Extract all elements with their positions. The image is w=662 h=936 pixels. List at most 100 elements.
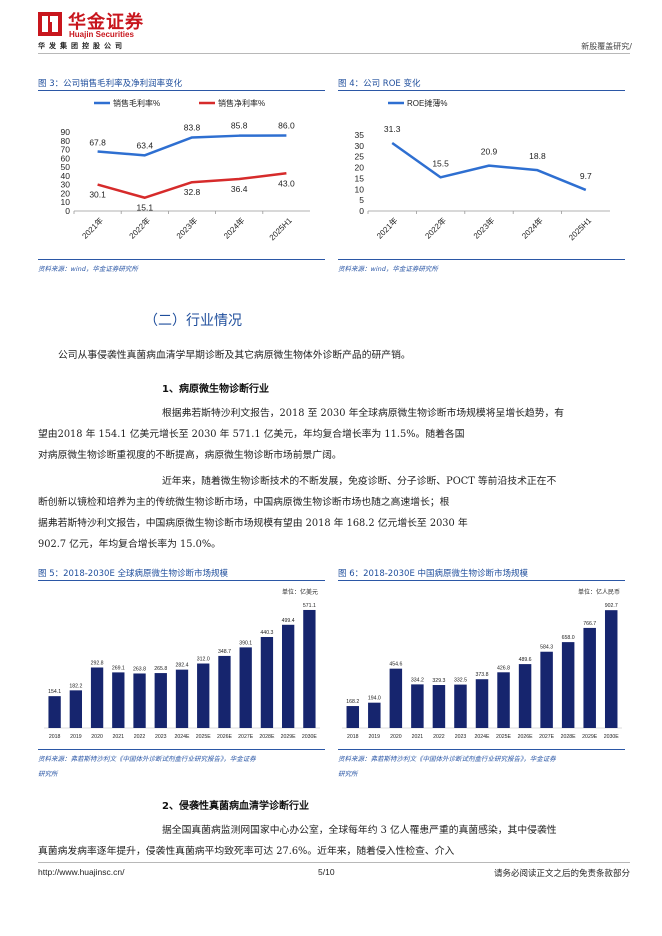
fig4-bottom-rule [338,259,625,260]
y-tick-label: 50 [61,162,71,172]
bar [154,673,167,728]
bar [475,679,489,728]
y-tick-label: 40 [61,171,71,181]
bar-value-label: 282.4 [176,663,189,669]
bar [69,690,83,728]
data-label: 63.4 [137,140,154,150]
fig4-title: 图 4：公司 ROE 变化 [338,79,421,89]
fig3-title: 图 3：公司销售毛利率及净利润率变化 [38,79,183,89]
y-tick-label: 10 [355,184,365,194]
x-tick-label: 2024年 [221,215,246,240]
fig6-chart: 单位：亿人民币 168.2 2018 194.0 2019 454.6 2020 334.2 2… [342,588,622,740]
x-tick-label: 2021年 [80,215,105,240]
x-tick-label: 2030E [604,734,620,740]
bar [454,684,467,728]
x-tick-label: 2019 [70,734,82,740]
bar-value-label: 154.1 [48,689,61,695]
x-tick-label: 2026E [217,734,233,740]
legend-label: ROE摊薄% [407,98,447,108]
footer-url[interactable]: http://www.huajinsc.cn/ [38,867,125,877]
bar [112,672,125,728]
subheading-2: 2、侵袭性真菌病血清学诊断行业 [162,801,309,812]
x-tick-label: 2024E [474,734,490,740]
fig6-title: 图 6：2018-2030E 中国病原微生物诊断市场规模 [338,569,529,579]
x-tick-label: 2021 [113,734,125,740]
brand-group: 华发集团控股公司 [38,42,126,50]
x-tick-label: 2025E [496,734,512,740]
x-tick-label: 2022年 [423,215,448,240]
x-tick-label: 2019 [369,734,381,740]
paragraph-fungal: 据全国真菌病监测网国家中心办公室，全球每年约 3 亿人罹患严重的真菌感染，其中侵… [38,825,557,857]
huajin-logo-icon [38,12,62,36]
fig5-title: 图 5：2018-2030E 全球病原微生物诊断市场规模 [38,569,229,579]
y-tick-label: 35 [355,130,365,140]
data-label: 67.8 [89,137,106,147]
fig5-bottom-rule [38,749,325,750]
data-label: 15.1 [137,203,154,213]
data-label: 15.5 [432,158,449,168]
bar [48,696,61,728]
brand-name-en: Huajin Securities [69,30,134,39]
x-tick-label: 2025H1 [268,216,295,243]
bar-value-label: 348.7 [218,649,231,655]
legend-label: 销售毛利率% [113,98,160,108]
x-tick-label: 2022年 [127,215,152,240]
bar [411,684,424,728]
y-tick-label: 60 [61,153,71,163]
bar-value-label: 499.4 [282,618,295,624]
data-label: 43.0 [278,178,295,188]
x-tick-label: 2027E [238,734,254,740]
paragraph-global-market: 根据弗若斯特沙利文报告，2018 至 2030 年全球病原微生物诊断市场规模将呈… [38,408,565,461]
bar-value-label: 489.6 [519,657,532,663]
y-tick-label: 5 [359,195,364,205]
data-label: 86.0 [278,121,295,131]
x-tick-label: 2022 [134,734,146,740]
x-tick-label: 2020 [91,734,103,740]
data-label: 30.1 [89,190,106,200]
x-tick-label: 2028E [259,734,275,740]
data-label: 83.8 [184,122,201,132]
paragraph-china-market: 近年来，随着微生物诊断技术的不断发展，免疫诊断、分子诊断、POCT 等前沿技术正… [38,476,557,550]
fig6-rule [338,580,625,581]
bar-value-label: 902.7 [605,603,618,609]
x-tick-label: 2024年 [520,215,545,240]
bar [604,610,618,728]
x-tick-label: 2018 [49,734,61,740]
bar [218,655,231,728]
x-tick-label: 2029E [582,734,598,740]
x-tick-label: 2026E [518,734,534,740]
bar-value-label: 332.5 [454,678,467,684]
bar [346,706,360,728]
x-tick-label: 2025E [196,734,212,740]
fig5-rule [38,580,325,581]
bar-value-label: 269.1 [112,665,125,671]
x-tick-label: 2022 [433,734,445,740]
fig5-chart: 单位：亿美元 154.1 2018 182.2 2019 292.8 2020 269.1 20… [44,588,320,740]
fig4-source: 资料来源：wind，华金证券研究所 [338,265,438,273]
bar [540,651,553,728]
bar-value-label: 658.0 [562,635,575,641]
page-header: 华金证券 Huajin Securities 华发集团控股公司 新股覆盖研究/ [0,0,662,58]
fig3-rule [38,90,325,91]
bar [432,685,446,728]
bar [583,627,596,728]
fig4-rule [338,90,625,91]
data-label: 9.7 [580,171,592,181]
data-label: 31.3 [384,124,401,134]
data-label: 32.8 [184,187,201,197]
y-tick-label: 10 [61,197,71,207]
unit-label: 单位：亿美元 [282,588,318,596]
footer-disclaimer: 请务必阅读正文之后的免责条款部分 [493,869,630,879]
bar [133,673,146,728]
bar-value-label: 263.8 [133,666,146,672]
section-title: （二）行业情况 [144,313,242,329]
x-tick-label: 2023 [155,734,167,740]
bar-value-label: 373.8 [476,672,489,678]
x-tick-label: 2027E [539,734,555,740]
bar-value-label: 194.0 [368,696,381,702]
bar [281,624,295,728]
bar [389,668,403,728]
data-label: 20.9 [481,147,498,157]
unit-label: 单位：亿人民币 [578,588,620,596]
